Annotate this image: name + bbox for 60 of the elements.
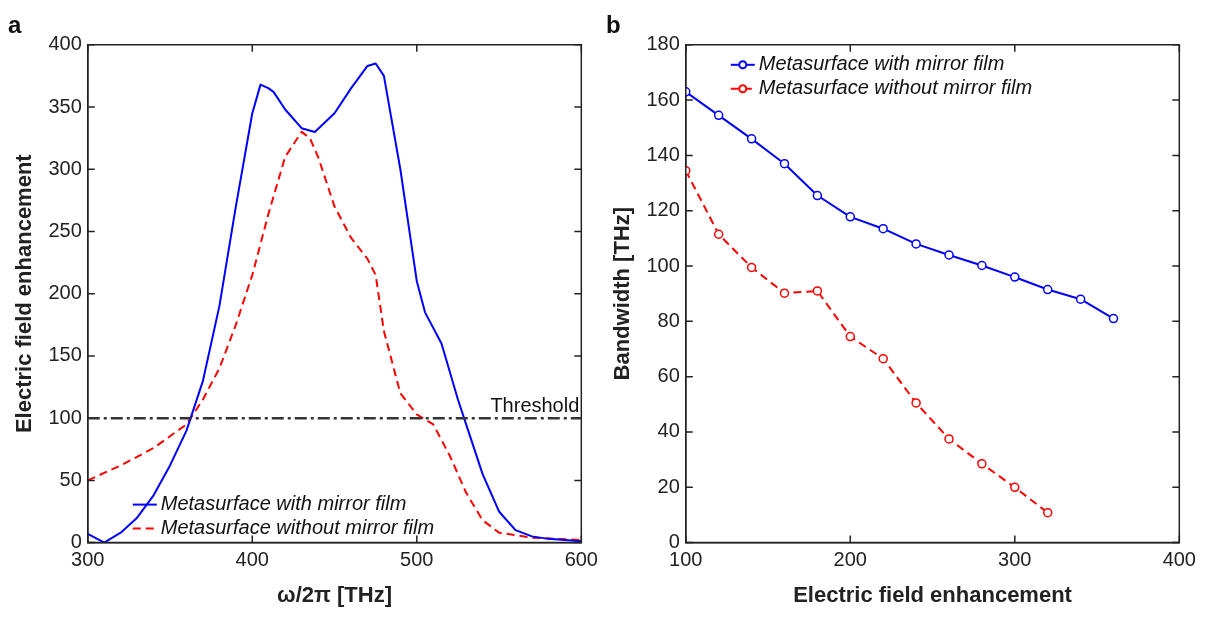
point: [845, 212, 856, 222]
x-axis-title: ω/2π [THz]: [277, 581, 392, 607]
point: [911, 398, 921, 408]
legend-label: Metasurface without mirror film: [758, 76, 1033, 99]
point: [746, 262, 757, 273]
y-tick-label: 120: [646, 198, 680, 221]
chart-title: b: [606, 11, 621, 39]
ref-line-label: Threshold: [490, 393, 580, 416]
x-tick-label: 500: [400, 548, 434, 571]
point: [944, 250, 954, 260]
y-tick-label: 20: [657, 474, 680, 497]
point: [1042, 507, 1053, 518]
point: [1010, 272, 1020, 282]
y-tick-label: 50: [59, 467, 82, 490]
y-axis-title: Electric field enhancement: [11, 153, 37, 434]
point: [779, 288, 790, 298]
point: [845, 331, 856, 342]
y-tick-label: 40: [657, 419, 680, 442]
point: [812, 190, 823, 201]
point: [944, 434, 954, 444]
y-tick-label: 200: [48, 281, 82, 304]
y-tick-label: 140: [646, 142, 680, 165]
point: [911, 239, 921, 249]
chart-title: a: [8, 11, 22, 39]
y-tick-label: 100: [48, 405, 82, 428]
point: [746, 134, 757, 144]
x-tick-label: 200: [833, 548, 867, 571]
point: [977, 260, 987, 271]
y-axis-title: Bandwidth [THz]: [609, 206, 635, 381]
point: [779, 158, 790, 169]
x-tick-label: 600: [564, 548, 598, 571]
y-tick-label: 100: [646, 253, 680, 276]
point: [812, 286, 823, 296]
y-tick-label: 80: [657, 308, 680, 331]
y-tick-label: 0: [668, 530, 680, 553]
x-axis-title: Electric field enhancement: [793, 581, 1073, 607]
point: [977, 459, 987, 469]
y-tick-label: 180: [646, 32, 680, 55]
point: [713, 229, 724, 239]
point: [1108, 313, 1119, 324]
legend-label: Metasurface without mirror film: [160, 516, 435, 539]
y-tick-label: 400: [48, 32, 82, 55]
point: [878, 223, 888, 234]
point: [1042, 284, 1053, 295]
y-tick-label: 250: [48, 218, 82, 241]
y-tick-label: 350: [48, 94, 82, 117]
legend-label: Metasurface with mirror film: [758, 52, 1005, 75]
point: [1010, 482, 1020, 493]
x-tick-label: 400: [1162, 548, 1196, 571]
y-tick-label: 0: [70, 530, 82, 553]
point: [713, 110, 724, 121]
legend-label: Metasurface with mirror film: [160, 492, 407, 515]
y-tick-label: 160: [646, 87, 680, 110]
y-tick-label: 60: [657, 364, 680, 387]
x-tick-label: 400: [235, 548, 269, 571]
y-tick-label: 300: [48, 156, 82, 179]
y-tick-label: 150: [48, 343, 82, 366]
x-tick-label: 300: [998, 548, 1032, 571]
point: [1075, 294, 1086, 304]
point: [878, 353, 888, 364]
